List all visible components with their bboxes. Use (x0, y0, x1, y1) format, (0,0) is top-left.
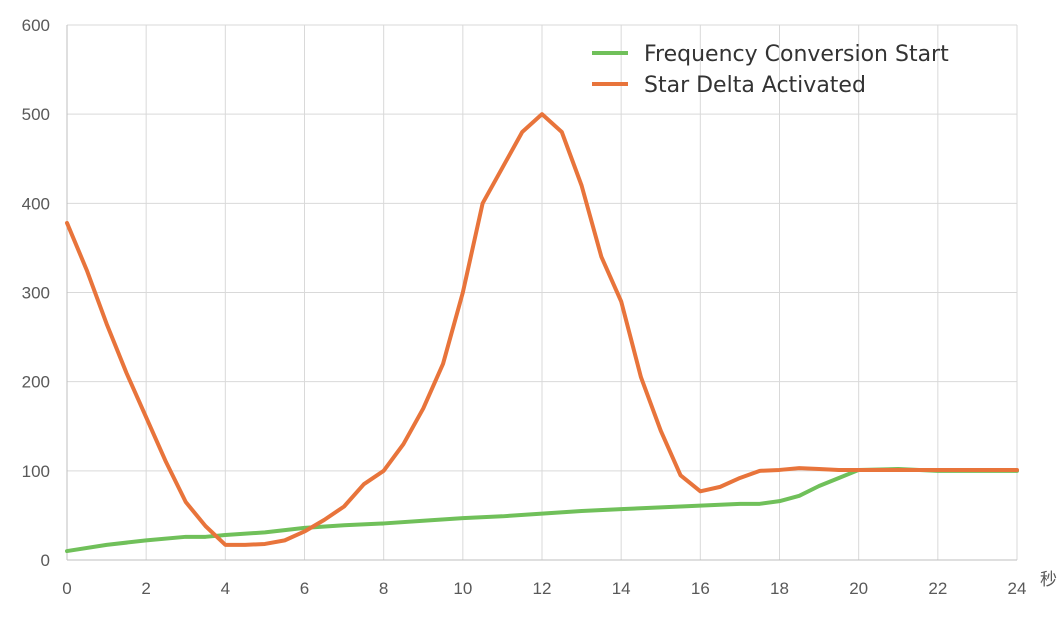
y-tick-label: 0 (41, 551, 50, 570)
x-tick-label: 20 (849, 579, 868, 598)
legend-label: Star Delta Activated (644, 73, 866, 98)
x-tick-label: 4 (221, 579, 230, 598)
x-tick-label: 8 (379, 579, 388, 598)
series-line-1 (65, 467, 1019, 554)
x-tick-label: 24 (1008, 579, 1027, 598)
x-tick-label: 16 (691, 579, 710, 598)
axes (66, 25, 1017, 561)
y-tick-label: 400 (22, 194, 50, 213)
y-axis-tick-labels: 0 100 200 300 400 500 600 (22, 16, 50, 570)
x-tick-label: 14 (612, 579, 631, 598)
x-tick-label: 18 (770, 579, 789, 598)
x-axis-tick-labels: 0 2 4 6 8 10 12 14 16 18 20 22 24 (62, 579, 1026, 598)
legend: Frequency Conversion Start Star Delta Act… (592, 42, 949, 98)
x-tick-label: 2 (141, 579, 150, 598)
y-tick-label: 500 (22, 105, 50, 124)
y-tick-label: 300 (22, 284, 50, 303)
x-tick-label: 0 (62, 579, 71, 598)
x-tick-label: 12 (533, 579, 552, 598)
x-tick-label: 22 (928, 579, 947, 598)
x-tick-label: 6 (300, 579, 309, 598)
legend-label: Frequency Conversion Start (644, 42, 949, 67)
x-axis-unit-label: 秒 (1040, 570, 1057, 590)
y-tick-label: 600 (22, 16, 50, 35)
series-lines (65, 112, 1019, 554)
x-tick-label: 10 (453, 579, 472, 598)
gridlines (67, 24, 1018, 560)
series-line-2 (65, 112, 1019, 547)
y-tick-label: 100 (22, 462, 50, 481)
y-tick-label: 200 (22, 373, 50, 392)
